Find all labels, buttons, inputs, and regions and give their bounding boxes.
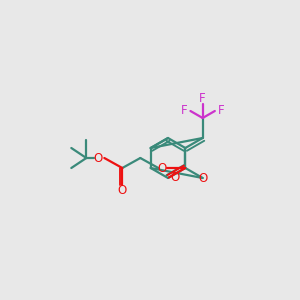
Text: O: O	[118, 184, 127, 197]
Text: F: F	[218, 104, 224, 118]
Text: F: F	[181, 104, 188, 118]
Text: O: O	[94, 152, 103, 164]
Text: O: O	[158, 161, 167, 175]
Text: F: F	[199, 92, 206, 106]
Text: O: O	[170, 171, 179, 184]
Text: O: O	[198, 172, 207, 185]
